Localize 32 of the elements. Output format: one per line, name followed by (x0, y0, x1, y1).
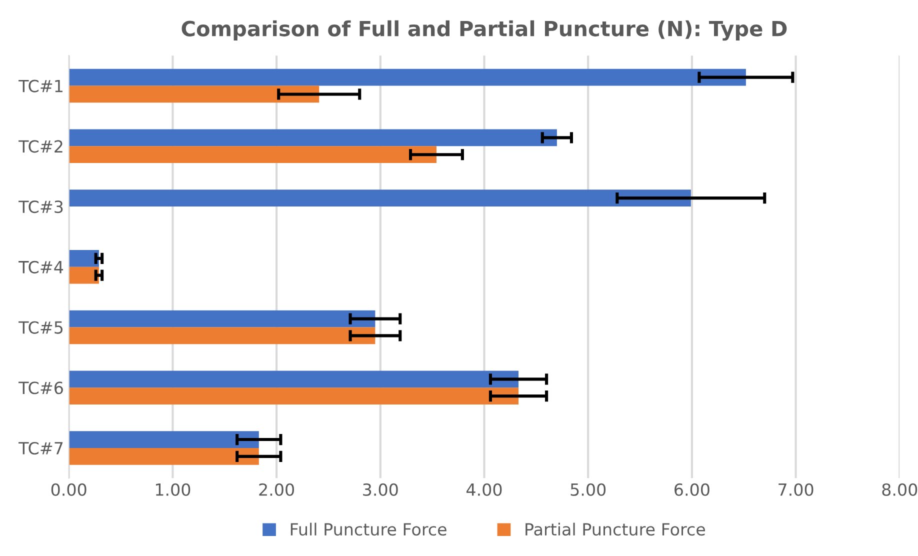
x-tick-label: 0.00 (51, 483, 86, 496)
y-tick-label: TC#1 (18, 80, 62, 92)
bar (68, 86, 320, 103)
bar (68, 250, 99, 267)
x-tick-label: 8.00 (882, 483, 918, 496)
bar (68, 370, 519, 388)
y-tick-label: TC#3 (18, 200, 63, 214)
bar (68, 448, 259, 465)
x-tick-label: 3.00 (363, 483, 398, 496)
y-tick-label: TC#6 (18, 382, 63, 394)
x-tick-label: 6.00 (674, 483, 710, 496)
bar (68, 190, 691, 207)
x-tick-label: 1.00 (156, 483, 190, 496)
bar (68, 388, 519, 405)
x-tick-label: 2.00 (259, 483, 294, 496)
bar (68, 310, 376, 328)
y-tick-label: TC#5 (18, 321, 63, 334)
y-tick-label: TC#7 (18, 442, 63, 455)
x-tick-label: 4.00 (466, 483, 502, 496)
bar (68, 129, 557, 146)
bar (68, 146, 436, 164)
x-tick-label: 5.00 (570, 483, 606, 496)
chart-title: Comparison of Full and Partial Puncture (N): Type D (182, 20, 787, 41)
bar (68, 266, 99, 284)
bar (68, 68, 746, 86)
x-tick-label: 7.00 (778, 483, 814, 496)
bar (68, 431, 259, 448)
legend-label: Partial Puncture Force (526, 522, 706, 536)
bar (68, 327, 376, 344)
legend-label: Full Puncture Force (290, 522, 446, 536)
y-tick-label: TC#4 (18, 260, 64, 274)
y-tick-label: TC#2 (18, 140, 62, 153)
